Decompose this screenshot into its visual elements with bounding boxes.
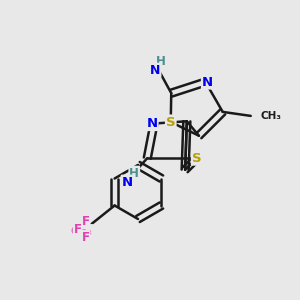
Text: N: N (122, 176, 133, 189)
Text: CH₃: CH₃ (261, 111, 282, 121)
Text: F: F (82, 231, 90, 244)
Text: S: S (192, 152, 202, 165)
Text: S: S (166, 116, 175, 128)
Text: N: N (150, 64, 160, 77)
Text: H: H (129, 167, 139, 180)
Text: CF₃: CF₃ (71, 225, 93, 238)
Text: N: N (202, 76, 213, 88)
Text: H: H (156, 55, 166, 68)
Text: F: F (74, 223, 82, 236)
Text: F: F (82, 215, 90, 228)
Text: N: N (146, 117, 158, 130)
